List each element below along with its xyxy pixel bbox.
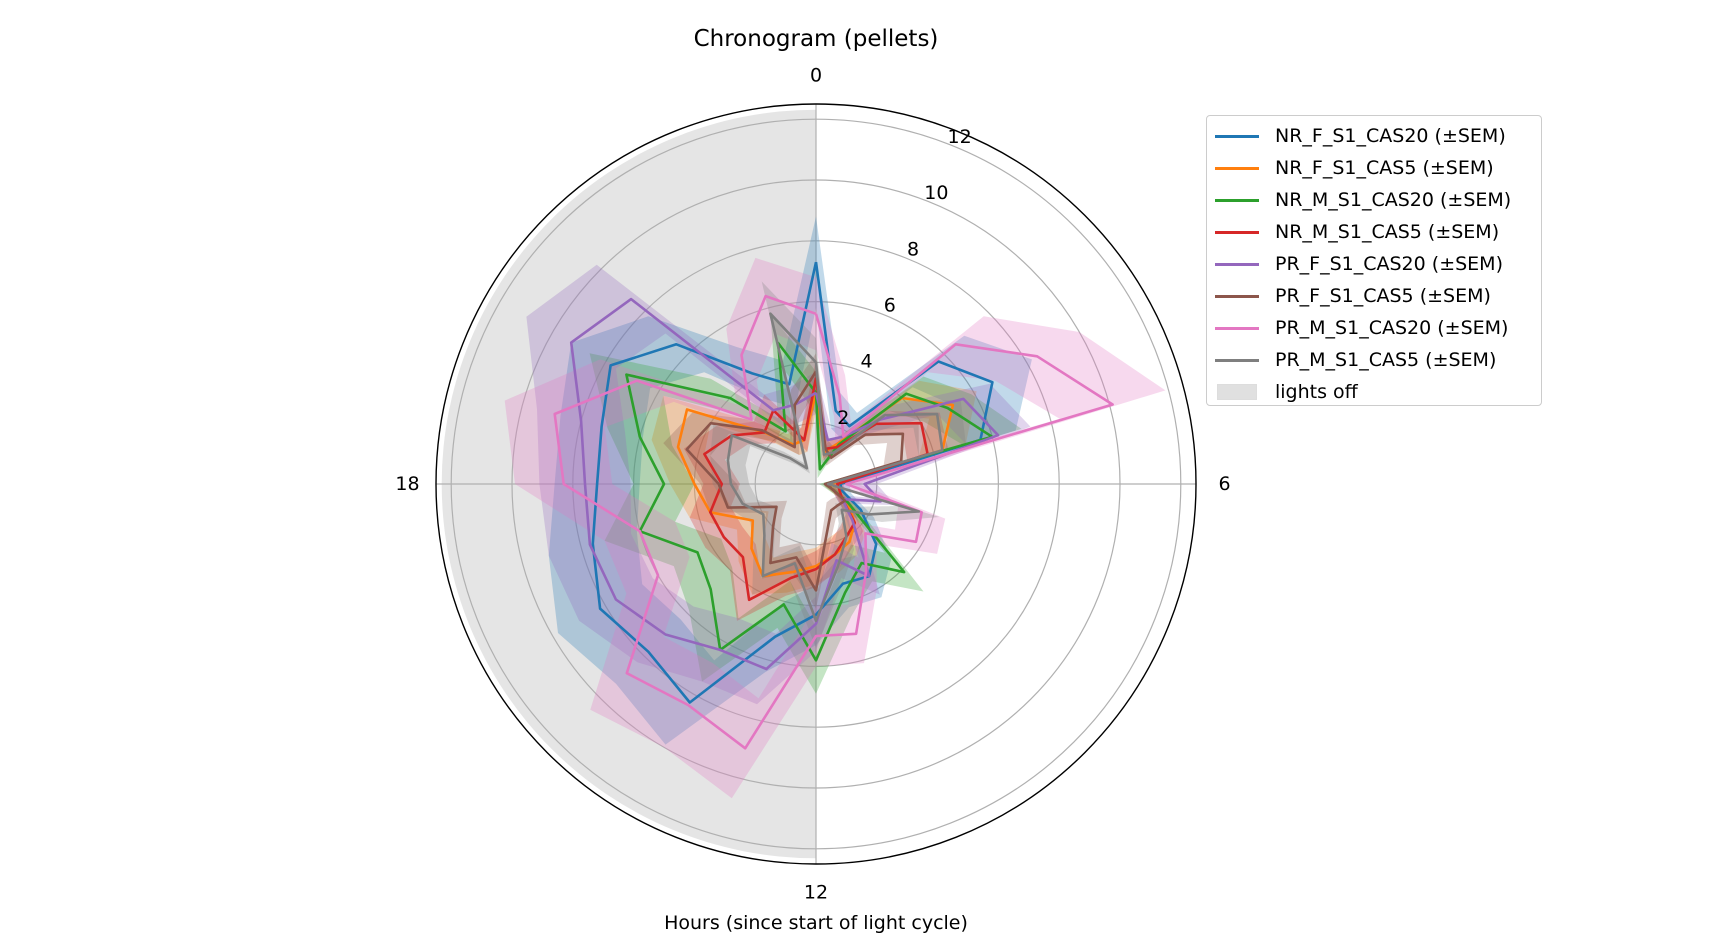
theta-tick-label-1: 6 (1218, 473, 1230, 495)
legend-item-3: NR_M_S1_CAS5 (±SEM) (1207, 216, 1541, 248)
sem-band-1 (651, 374, 977, 595)
legend-item-2: NR_M_S1_CAS20 (±SEM) (1207, 184, 1541, 216)
legend-label-2: NR_M_S1_CAS20 (±SEM) (1275, 189, 1512, 211)
legend-swatch-6 (1215, 326, 1259, 330)
legend-item-lights-off: lights off (1207, 376, 1541, 408)
r-tick-label-3: 8 (907, 238, 919, 260)
theta-tick-label-0: 0 (810, 65, 822, 87)
legend-label-lights-off: lights off (1275, 381, 1358, 403)
series-line-5 (685, 370, 905, 592)
chart-title: Chronogram (pellets) (694, 26, 939, 52)
legend-swatch-4 (1215, 262, 1259, 266)
r-tick-label-2: 6 (884, 294, 896, 316)
series-lines (553, 261, 1114, 750)
series-line-6 (553, 294, 1114, 750)
legend-item-0: NR_F_S1_CAS20 (±SEM) (1207, 120, 1541, 152)
legend-label-7: PR_M_S1_CAS5 (±SEM) (1275, 349, 1497, 371)
legend-swatch-3 (1215, 230, 1259, 234)
legend-item-1: NR_F_S1_CAS5 (±SEM) (1207, 152, 1541, 184)
r-tick-label-4: 10 (924, 182, 948, 204)
chart-legend: NR_F_S1_CAS20 (±SEM) NR_F_S1_CAS5 (±SEM) N… (1206, 115, 1542, 406)
r-tick-label-5: 12 (948, 126, 972, 148)
r-tick-label-0: 2 (837, 407, 849, 429)
polar-grid (436, 104, 1196, 864)
legend-swatch-1 (1215, 166, 1259, 170)
legend-swatch-0 (1215, 134, 1259, 138)
series-line-7 (726, 312, 944, 623)
legend-item-5: PR_F_S1_CAS5 (±SEM) (1207, 280, 1541, 312)
sem-band-0 (548, 216, 1032, 745)
polar-outer-frame (435, 103, 1197, 865)
legend-swatch-5 (1215, 294, 1259, 298)
legend-label-4: PR_F_S1_CAS20 (±SEM) (1275, 253, 1503, 275)
legend-swatch-2 (1215, 198, 1259, 202)
legend-swatch-7 (1215, 358, 1259, 362)
theta-tick-label-3: 18 (395, 473, 419, 495)
r-tick-label-1: 4 (860, 351, 872, 373)
legend-label-0: NR_F_S1_CAS20 (±SEM) (1275, 125, 1506, 147)
sem-band-5 (663, 353, 919, 609)
series-line-4 (569, 297, 1000, 671)
sem-band-2 (589, 313, 1022, 694)
legend-item-7: PR_M_S1_CAS5 (±SEM) (1207, 344, 1541, 376)
legend-label-5: PR_F_S1_CAS5 (±SEM) (1275, 285, 1491, 307)
theta-tick-label-2: 12 (804, 882, 828, 904)
legend-patch-lights-off (1217, 384, 1257, 400)
series-line-1 (676, 392, 955, 578)
x-axis-label: Hours (since start of light cycle) (664, 912, 968, 934)
legend-item-4: PR_F_S1_CAS20 (±SEM) (1207, 248, 1541, 280)
series-line-2 (625, 341, 994, 662)
legend-label-3: NR_M_S1_CAS5 (±SEM) (1275, 221, 1500, 243)
series-line-0 (591, 261, 994, 704)
polar-frame (435, 103, 1197, 865)
sem-band-7 (710, 281, 966, 649)
legend-label-1: NR_F_S1_CAS5 (±SEM) (1275, 157, 1494, 179)
legend-item-6: PR_M_S1_CAS20 (±SEM) (1207, 312, 1541, 344)
legend-label-6: PR_M_S1_CAS20 (±SEM) (1275, 317, 1509, 339)
